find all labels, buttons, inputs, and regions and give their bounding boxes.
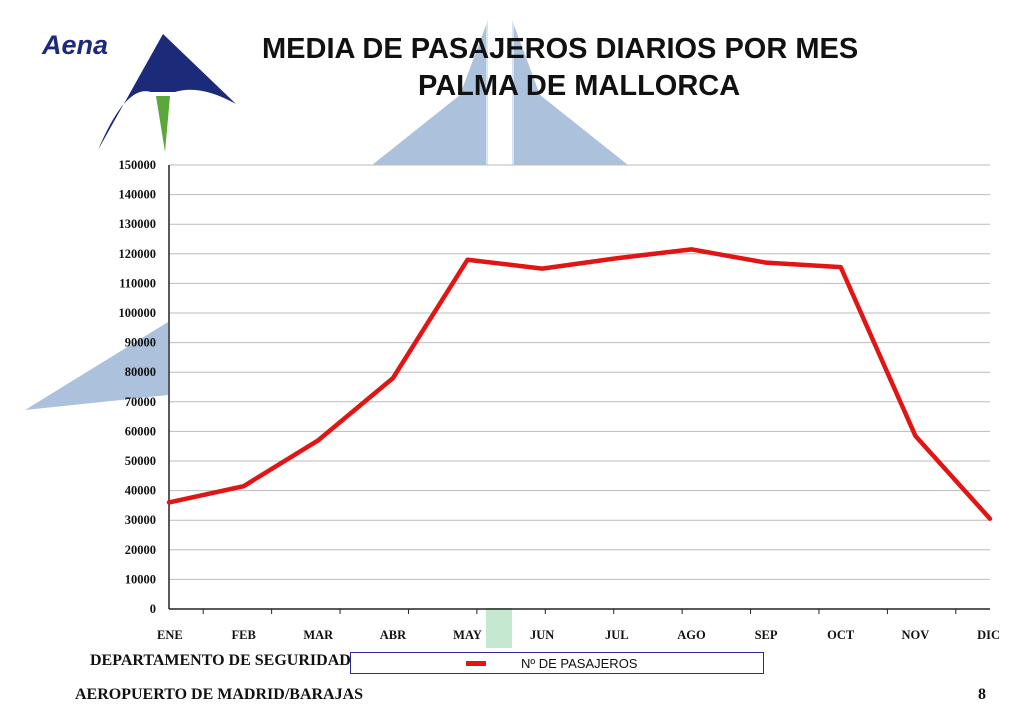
- airport-label: AEROPUERTO DE MADRID/BARAJAS: [75, 686, 364, 703]
- x-tick-label: JUN: [530, 628, 554, 642]
- y-tick-label: 90000: [125, 336, 156, 350]
- gridlines: [169, 164, 990, 580]
- y-tick-label: 40000: [125, 484, 156, 498]
- legend-label: Nº DE PASAJEROS: [521, 656, 638, 671]
- x-tick-label: DIC: [977, 628, 1000, 642]
- y-tick-label: 70000: [125, 395, 156, 409]
- y-tick-label: 100000: [119, 306, 157, 320]
- data-point: [316, 438, 320, 442]
- department-label: DEPARTAMENTO DE SEGURIDAD: [90, 652, 351, 669]
- x-tick-label: JUL: [605, 628, 629, 642]
- y-tick-label: 150000: [119, 158, 157, 172]
- brand-name: Aena: [42, 30, 109, 60]
- data-point: [540, 267, 544, 271]
- data-point: [689, 247, 693, 251]
- y-tick-label: 120000: [119, 247, 157, 261]
- y-tick-label: 30000: [125, 513, 156, 527]
- page-title: MEDIA DE PASAJEROS DIARIOS POR MES: [262, 33, 859, 65]
- x-tick-label: SEP: [755, 628, 778, 642]
- y-tick-label: 80000: [125, 365, 156, 379]
- x-tick-label: AGO: [677, 628, 706, 642]
- data-point: [913, 434, 917, 438]
- data-point: [391, 376, 395, 380]
- series-group: [166, 247, 993, 521]
- y-tick-label: 0: [150, 602, 156, 616]
- y-tick-label: 20000: [125, 543, 156, 557]
- y-tick-label: 60000: [125, 424, 156, 438]
- aena-logo: [98, 34, 236, 152]
- x-tick-label: ABR: [380, 628, 407, 642]
- y-tick-label: 50000: [125, 454, 156, 468]
- x-tick-label: NOV: [901, 628, 929, 642]
- page-number: 8: [978, 686, 986, 703]
- data-point: [839, 265, 843, 269]
- data-point: [988, 517, 992, 521]
- x-tick-label: FEB: [231, 628, 255, 642]
- data-point: [615, 256, 619, 260]
- chart-legend: Nº DE PASAJEROS: [350, 652, 764, 674]
- legend-swatch: [466, 661, 486, 666]
- data-point: [167, 500, 171, 504]
- data-point: [764, 261, 768, 265]
- page-subtitle: PALMA DE MALLORCA: [418, 70, 741, 102]
- y-axis-ticks: 0 10000 20000 30000 40000 50000 60000 70000 8000…: [119, 158, 157, 616]
- x-tick-label: MAY: [453, 628, 482, 642]
- x-axis-ticks: ENE FEB MAR ABR MAY JUN JUL AGO SEP OCT NOV DIC: [157, 628, 1000, 642]
- x-tick-label: OCT: [827, 628, 855, 642]
- y-tick-label: 130000: [119, 217, 157, 231]
- y-tick-label: 110000: [119, 276, 156, 290]
- data-point: [242, 484, 246, 488]
- y-tick-label: 140000: [119, 188, 157, 202]
- y-tick-label: 10000: [125, 572, 156, 586]
- data-point: [466, 258, 470, 262]
- series-line: [166, 247, 993, 521]
- x-tick-label: ENE: [157, 628, 183, 642]
- x-tick-label: MAR: [303, 628, 334, 642]
- axes: [168, 165, 990, 614]
